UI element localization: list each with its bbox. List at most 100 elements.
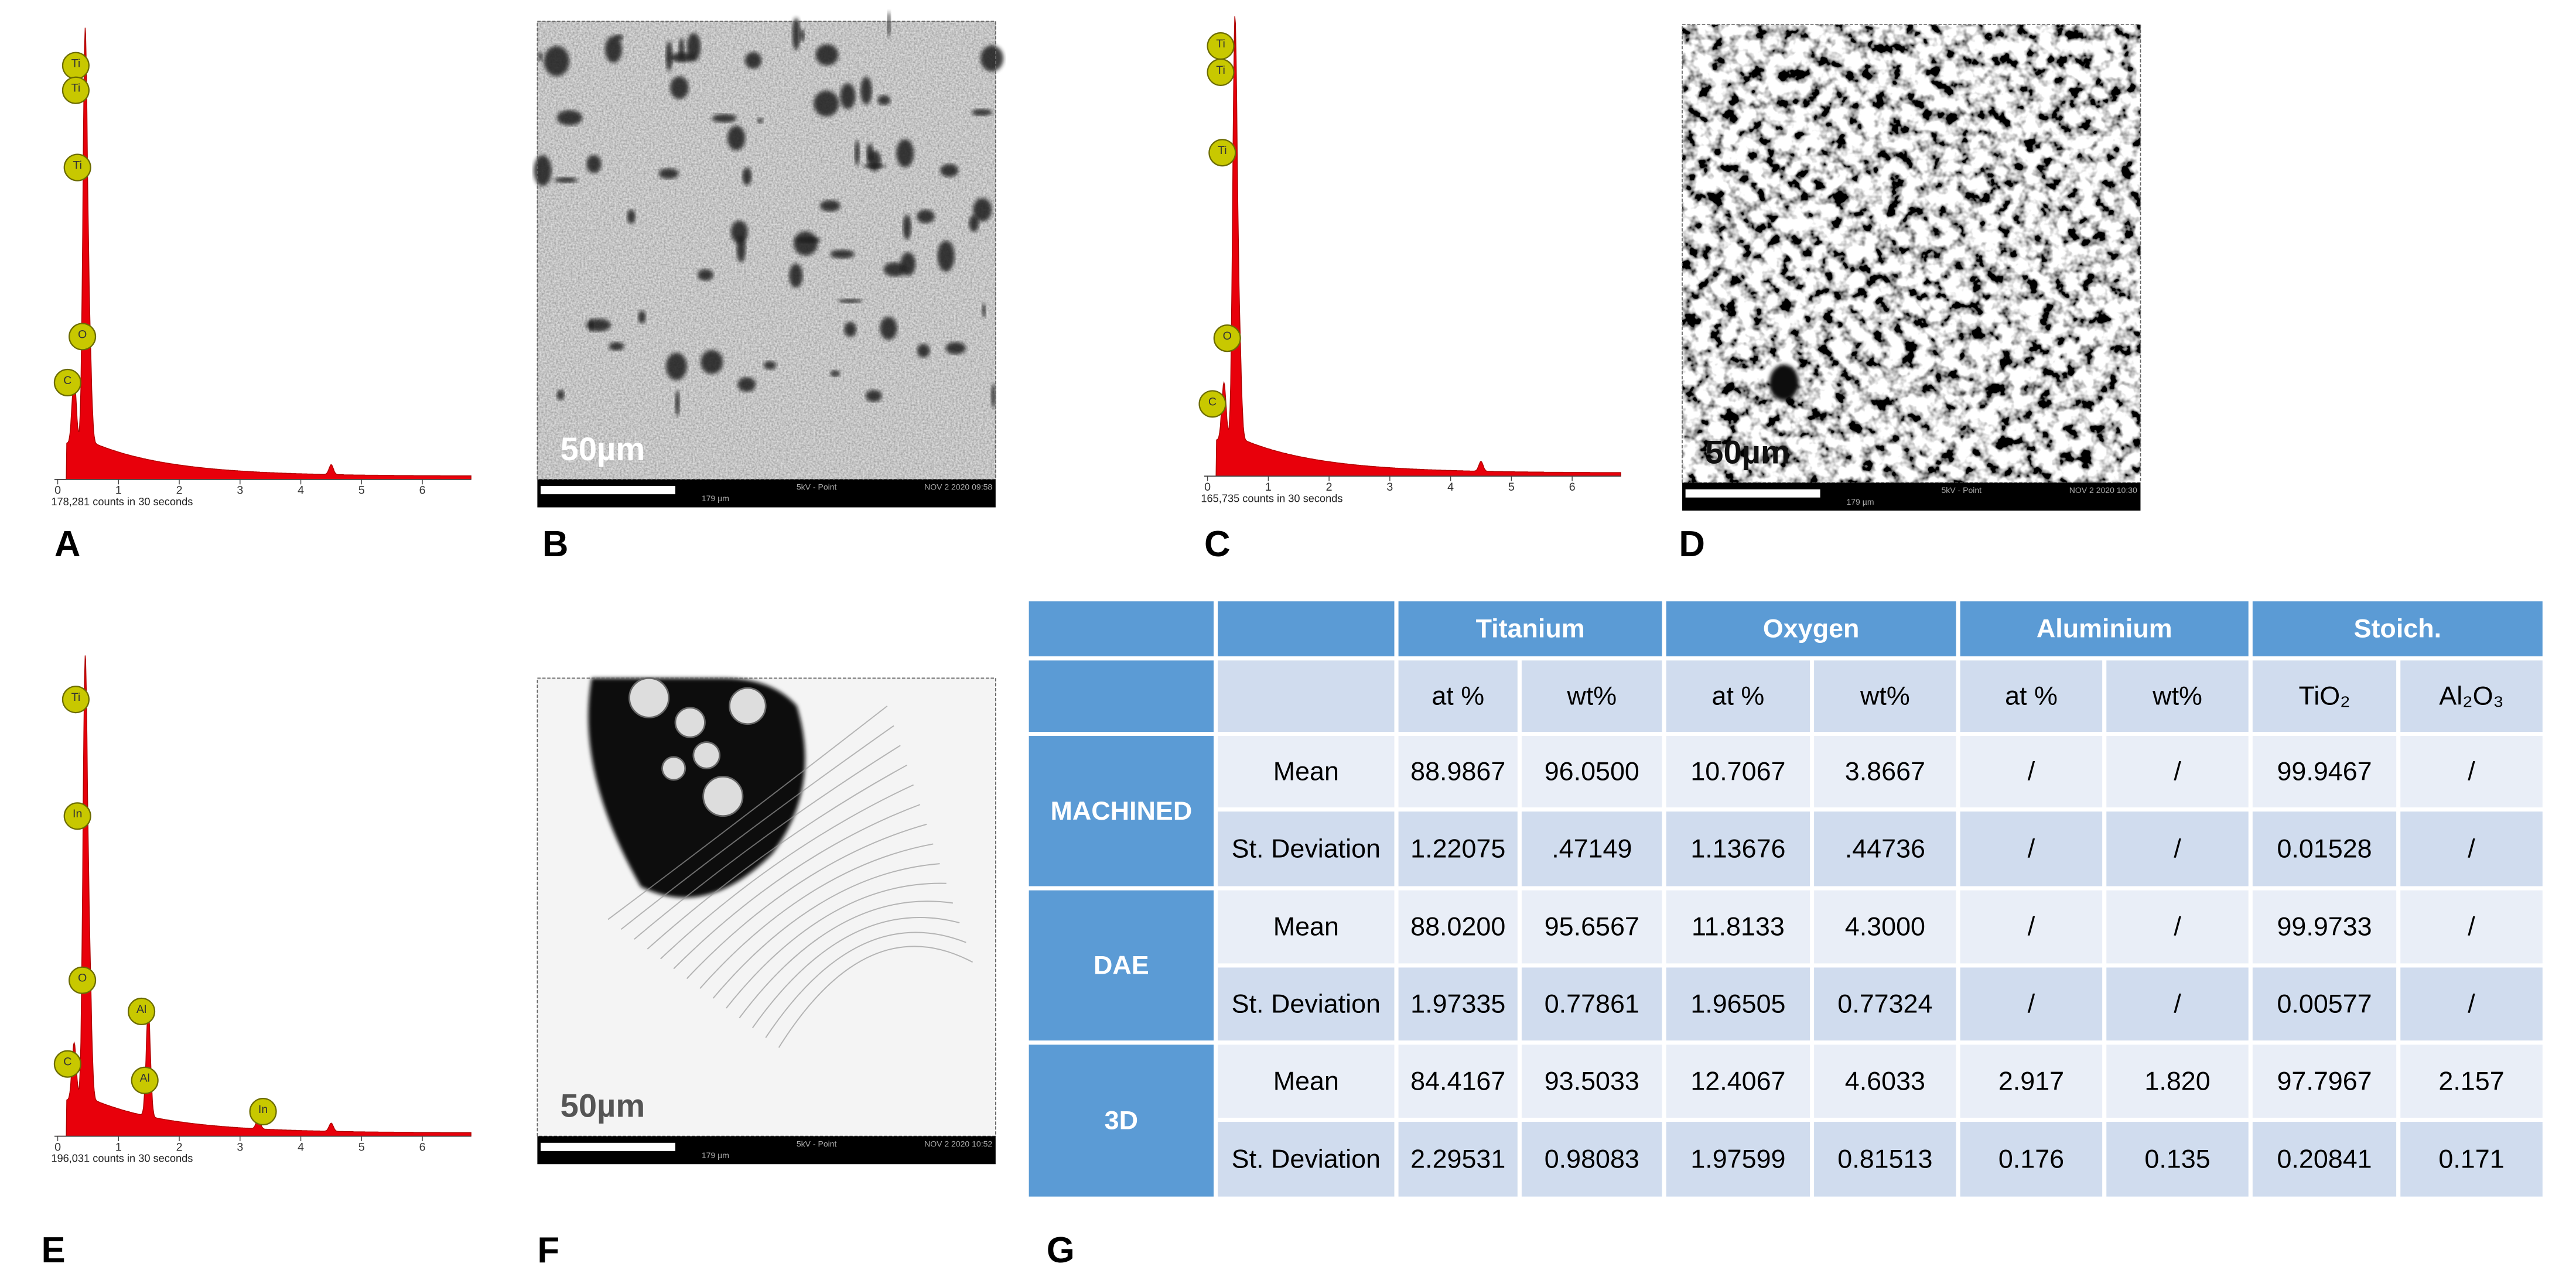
table-cell [1662, 732, 1815, 812]
pore [867, 150, 882, 172]
ridge [778, 946, 973, 1048]
table-cell [1662, 1118, 1815, 1201]
peak-marker [69, 966, 97, 994]
table-cell [1214, 1118, 1399, 1201]
ridge [739, 900, 954, 1019]
table-cell [2396, 886, 2547, 968]
counts: 178,281 counts in 30 seconds [51, 496, 193, 508]
x-tick-label: 5 [358, 1141, 365, 1153]
table-cell [1517, 886, 1666, 968]
value-cell: / [2028, 989, 2035, 1019]
sem-image [1682, 24, 2141, 484]
counts: 196,031 counts in 30 seconds [51, 1153, 193, 1165]
value-cell: / [2028, 833, 2035, 863]
pore [701, 350, 723, 374]
ridge [647, 764, 907, 950]
table-cell [1956, 807, 2107, 891]
group-header: Stoich. [2354, 614, 2442, 643]
value-cell: 0.176 [1998, 1144, 2064, 1174]
table-cell [2396, 1040, 2547, 1122]
table-cell [2248, 807, 2401, 891]
particle [692, 741, 721, 769]
peak-label: C [1208, 395, 1217, 408]
table-cell [2396, 1118, 2547, 1201]
pore [896, 139, 914, 167]
table-cell [2102, 732, 2253, 812]
mode: 5kV - Point [1942, 485, 1982, 495]
scale-label: 50µm [561, 430, 645, 467]
pore [730, 220, 748, 244]
value-cell: 0.77324 [1837, 989, 1932, 1019]
peak-marker [63, 153, 91, 182]
stat-label: St. Deviation [1232, 989, 1381, 1019]
value-cell: 12.4067 [1690, 1066, 1785, 1095]
table-cell [1956, 732, 2107, 812]
value-cell: 0.00577 [2277, 989, 2372, 1019]
x-tick-label: 5 [358, 484, 365, 497]
value-cell: .44736 [1845, 833, 1925, 863]
peak-label: In [258, 1103, 268, 1116]
peak-label: Ti [1218, 144, 1227, 157]
pore [917, 210, 935, 224]
pore [763, 361, 777, 370]
pore [838, 299, 863, 303]
table-cell [1517, 732, 1666, 812]
table-cell [2102, 963, 2253, 1045]
table-cell [1517, 656, 1666, 737]
pore [658, 168, 679, 179]
peak-label: Ti [1216, 64, 1225, 77]
peak-marker [69, 323, 97, 351]
value-cell: 10.7067 [1690, 756, 1785, 786]
peak-label: Al [136, 1003, 146, 1016]
group-header: Titanium [1476, 614, 1585, 643]
particle [628, 677, 670, 718]
peak-label: Ti [73, 159, 82, 172]
sem-image [534, 11, 1004, 480]
value-cell: 0.135 [2144, 1144, 2210, 1174]
mode: 5kV - Point [797, 1139, 837, 1148]
ridge [712, 863, 940, 999]
pore [538, 52, 543, 61]
scale-label: 50µm [1705, 434, 1790, 471]
pore [727, 125, 746, 150]
x-tick-label: 4 [1447, 481, 1454, 494]
scale-bar [541, 486, 675, 495]
table-cell [1394, 1040, 1522, 1122]
spectrum [57, 655, 472, 1137]
table-cell [1214, 597, 1399, 661]
table-cell [1810, 656, 1960, 737]
x-tick-label: 1 [1265, 481, 1272, 494]
table-cell [2396, 656, 2547, 737]
table-cell [1024, 656, 1218, 737]
pore [609, 342, 624, 351]
pore [877, 95, 891, 105]
pore [614, 34, 624, 41]
value-cell: 1.820 [2144, 1066, 2210, 1095]
pore [854, 140, 860, 166]
pore [1769, 364, 1799, 401]
value-cell: 2.917 [1998, 1066, 2064, 1095]
stat-label: St. Deviation [1232, 1144, 1381, 1174]
pore [860, 77, 872, 105]
value-cell: 11.8133 [1692, 912, 1785, 941]
x-tick-label: 5 [1508, 481, 1515, 494]
peak-marker [1213, 324, 1241, 352]
pore [789, 263, 803, 288]
pore [712, 114, 737, 123]
value-cell: 1.22075 [1410, 833, 1505, 863]
date: NOV 2 2020 10:30 [2069, 485, 2137, 495]
value-cell: / [2468, 912, 2475, 941]
particle [661, 756, 686, 781]
x-tick-label: 4 [298, 484, 304, 497]
group-header: Aluminium [2037, 614, 2172, 643]
peak-marker [53, 1050, 81, 1078]
ridge [607, 706, 888, 920]
x-tick-label: 1 [115, 1141, 122, 1153]
sub-header: TiO₂ [2299, 681, 2350, 711]
value-cell: 0.20841 [2277, 1144, 2372, 1174]
image-bg [537, 21, 996, 480]
value-cell: 4.6033 [1845, 1066, 1925, 1095]
table-cell [1662, 1040, 1815, 1122]
pore [973, 198, 992, 222]
